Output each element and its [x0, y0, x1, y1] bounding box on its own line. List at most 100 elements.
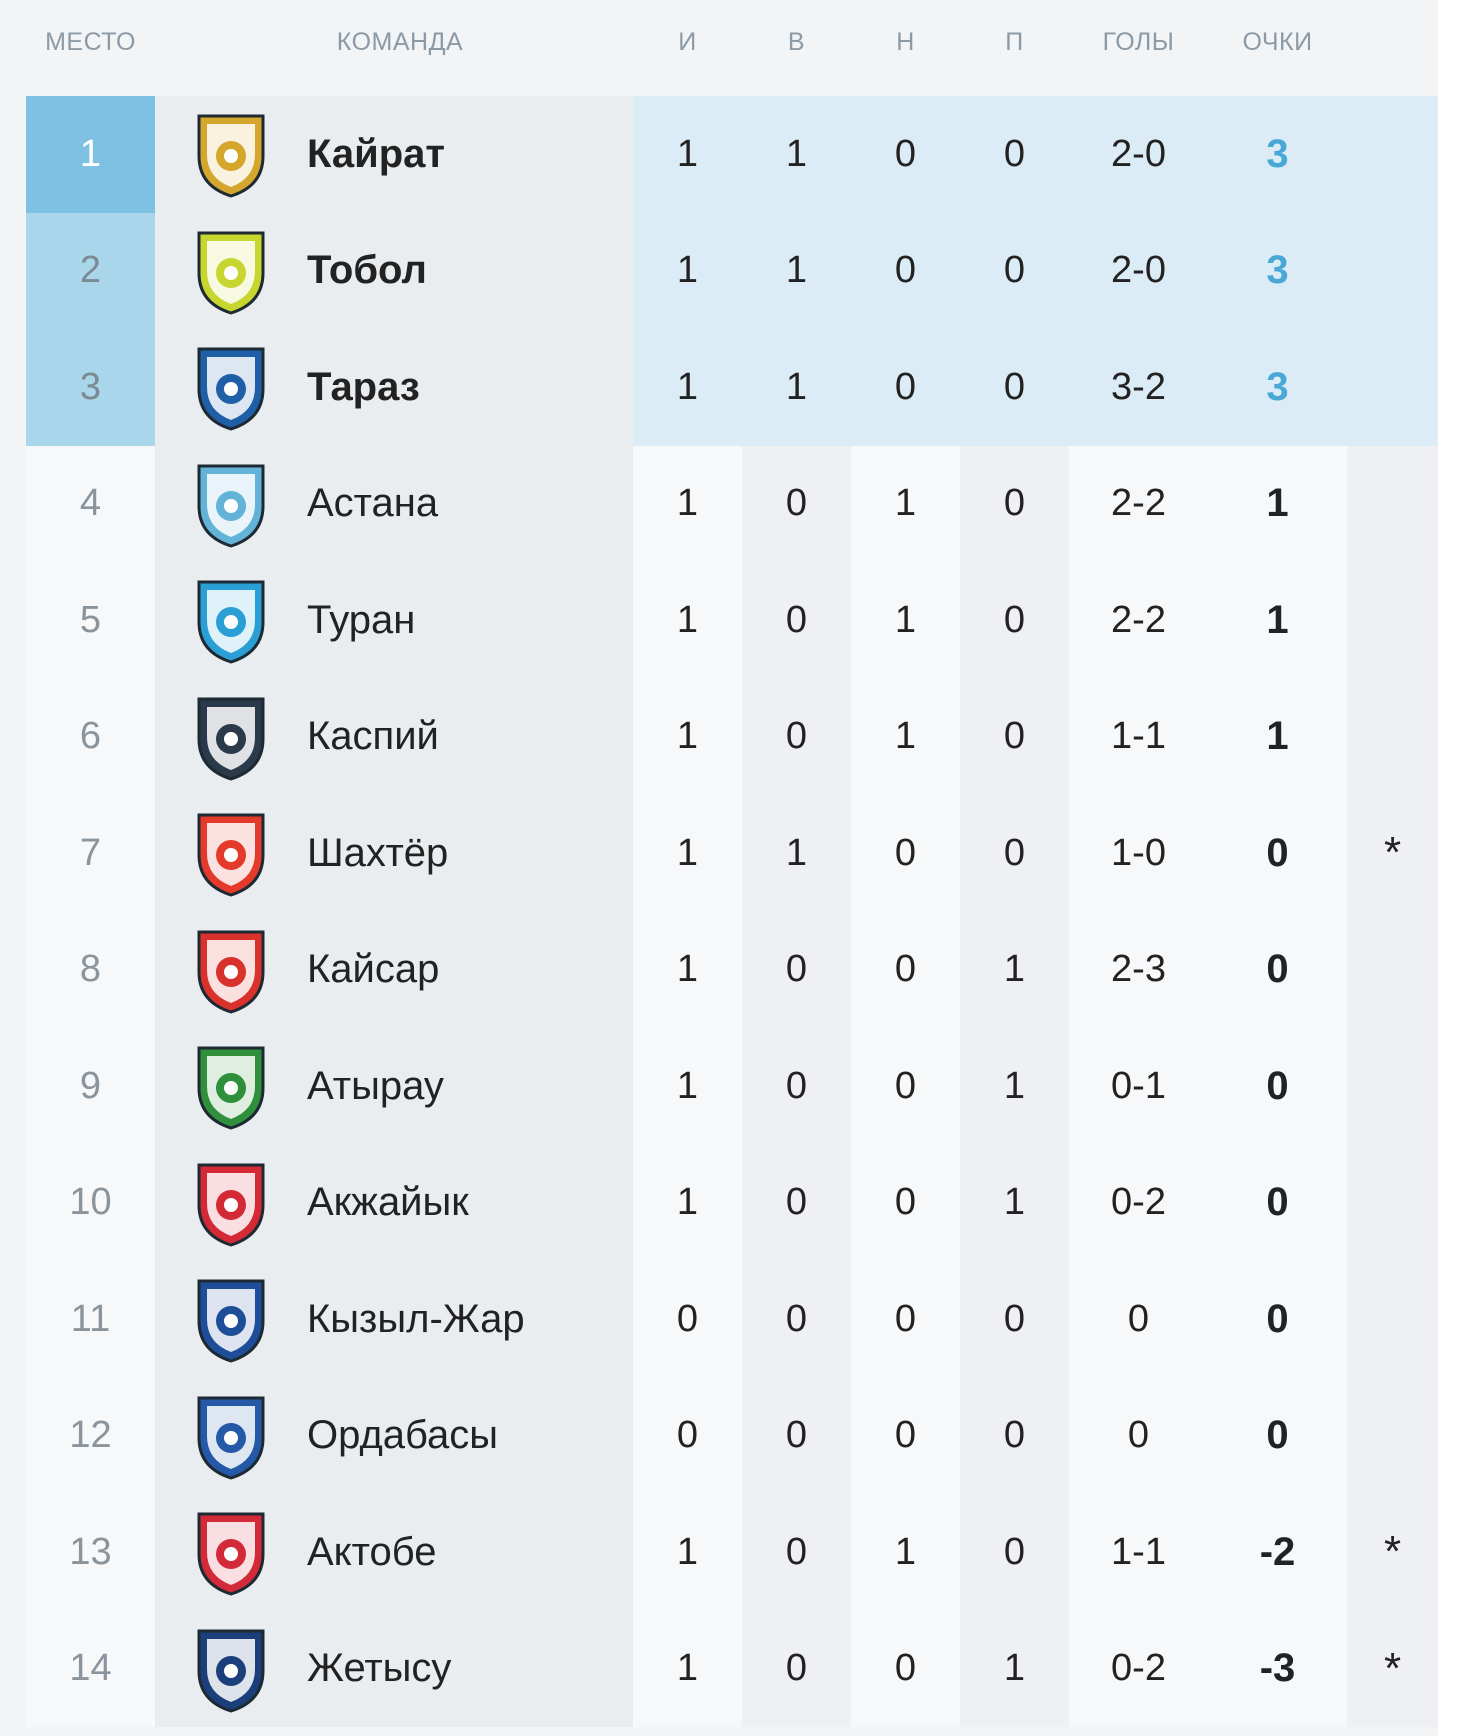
played-cell: 1: [633, 212, 742, 329]
team-logo-icon: [155, 1494, 307, 1611]
team-name-link[interactable]: Акжайык: [307, 1144, 633, 1261]
drawn-cell: 0: [851, 795, 960, 912]
rank-cell: 3: [26, 329, 155, 446]
played-cell: 1: [633, 1610, 742, 1727]
team-name-link[interactable]: Ордабасы: [307, 1377, 633, 1494]
goals-cell: 2-0: [1069, 96, 1208, 213]
drawn-cell: 0: [851, 1144, 960, 1261]
table-row[interactable]: 4 Астана 1 0 1 0 2-2 1: [26, 445, 1438, 562]
team-name-link[interactable]: Атырау: [307, 1028, 633, 1145]
rank-cell: 9: [26, 1028, 155, 1145]
table-row[interactable]: 7 Шахтёр 1 1 0 0 1-0 0 *: [26, 795, 1438, 912]
won-cell: 1: [742, 212, 851, 329]
rank-cell: 7: [26, 795, 155, 912]
table-row[interactable]: 10 Акжайык 1 0 0 1 0-2 0: [26, 1144, 1438, 1261]
goals-cell: 2-0: [1069, 212, 1208, 329]
played-cell: 1: [633, 795, 742, 912]
points-cell: 0: [1208, 1377, 1347, 1494]
header-goals: ГОЛЫ: [1102, 28, 1175, 56]
team-name-link[interactable]: Кайсар: [307, 911, 633, 1028]
table-row[interactable]: 12 Ордабасы 0 0 0 0 0 0: [26, 1377, 1438, 1494]
table-row[interactable]: 3 Тараз 1 1 0 0 3-2 3: [26, 329, 1438, 446]
table-row[interactable]: 2 Тобол 1 1 0 0 2-0 3: [26, 212, 1438, 329]
points-cell: 0: [1208, 795, 1347, 912]
played-cell: 1: [633, 1028, 742, 1145]
table-row[interactable]: 9 Атырау 1 0 0 1 0-1 0: [26, 1028, 1438, 1145]
team-name-link[interactable]: Актобе: [307, 1494, 633, 1611]
played-cell: 1: [633, 329, 742, 446]
goals-cell: 2-2: [1069, 562, 1208, 679]
rank-cell: 8: [26, 911, 155, 1028]
table-row[interactable]: 13 Актобе 1 0 1 0 1-1 -2 *: [26, 1494, 1438, 1611]
drawn-cell: 0: [851, 911, 960, 1028]
team-logo-icon: [155, 1028, 307, 1145]
table-row[interactable]: 5 Туран 1 0 1 0 2-2 1: [26, 562, 1438, 679]
table-row[interactable]: 1 Кайрат 1 1 0 0 2-0 3: [26, 96, 1438, 213]
played-cell: 1: [633, 1144, 742, 1261]
header-won: В: [787, 28, 806, 56]
page-margin: [1438, 0, 1460, 1736]
team-name-link[interactable]: Кайрат: [307, 96, 633, 213]
lost-cell: 1: [960, 911, 1069, 1028]
rank-cell: 2: [26, 212, 155, 329]
goals-cell: 3-2: [1069, 329, 1208, 446]
goals-cell: 1-0: [1069, 795, 1208, 912]
team-name-link[interactable]: Кызыл-Жар: [307, 1261, 633, 1378]
table-header: МЕСТО КОМАНДА И В Н П ГОЛЫ ОЧКИ: [0, 0, 1438, 96]
goals-cell: 2-3: [1069, 911, 1208, 1028]
drawn-cell: 1: [851, 445, 960, 562]
points-cell: -3: [1208, 1610, 1347, 1727]
table-row[interactable]: 14 Жетысу 1 0 0 1 0-2 -3 *: [26, 1610, 1438, 1727]
drawn-cell: 0: [851, 96, 960, 213]
played-cell: 0: [633, 1261, 742, 1378]
note-cell: [1347, 445, 1438, 562]
won-cell: 0: [742, 911, 851, 1028]
lost-cell: 0: [960, 795, 1069, 912]
header-team: КОМАНДА: [336, 28, 464, 56]
note-cell: [1347, 911, 1438, 1028]
drawn-cell: 0: [851, 1610, 960, 1727]
won-cell: 0: [742, 1144, 851, 1261]
points-cell: 3: [1208, 96, 1347, 213]
lost-cell: 0: [960, 1261, 1069, 1378]
table-row[interactable]: 6 Каспий 1 0 1 0 1-1 1: [26, 678, 1438, 795]
lost-cell: 0: [960, 1377, 1069, 1494]
team-logo-icon: [155, 96, 307, 213]
points-cell: 0: [1208, 1144, 1347, 1261]
note-cell: [1347, 212, 1438, 329]
drawn-cell: 0: [851, 1028, 960, 1145]
played-cell: 0: [633, 1377, 742, 1494]
rank-cell: 1: [26, 96, 155, 213]
rank-cell: 12: [26, 1377, 155, 1494]
table-row[interactable]: 11 Кызыл-Жар 0 0 0 0 0 0: [26, 1261, 1438, 1378]
note-cell: [1347, 1261, 1438, 1378]
team-name-link[interactable]: Тобол: [307, 212, 633, 329]
team-logo-icon: [155, 1261, 307, 1378]
team-name-link[interactable]: Тараз: [307, 329, 633, 446]
won-cell: 1: [742, 96, 851, 213]
played-cell: 1: [633, 1494, 742, 1611]
points-cell: 1: [1208, 562, 1347, 679]
header-points: ОЧКИ: [1242, 28, 1313, 56]
team-name-link[interactable]: Каспий: [307, 678, 633, 795]
points-cell: 1: [1208, 678, 1347, 795]
table-row[interactable]: 8 Кайсар 1 0 0 1 2-3 0: [26, 911, 1438, 1028]
lost-cell: 1: [960, 1028, 1069, 1145]
goals-cell: 2-2: [1069, 445, 1208, 562]
note-cell: [1347, 329, 1438, 446]
note-cell: [1347, 678, 1438, 795]
lost-cell: 0: [960, 329, 1069, 446]
team-name-link[interactable]: Шахтёр: [307, 795, 633, 912]
played-cell: 1: [633, 678, 742, 795]
team-name-link[interactable]: Жетысу: [307, 1610, 633, 1727]
team-name-link[interactable]: Астана: [307, 445, 633, 562]
team-logo-icon: [155, 212, 307, 329]
team-name-link[interactable]: Туран: [307, 562, 633, 679]
note-cell: *: [1347, 795, 1438, 912]
won-cell: 0: [742, 678, 851, 795]
goals-cell: 1-1: [1069, 678, 1208, 795]
note-cell: [1347, 1377, 1438, 1494]
goals-cell: 0: [1069, 1261, 1208, 1378]
rank-cell: 6: [26, 678, 155, 795]
points-cell: 0: [1208, 1028, 1347, 1145]
